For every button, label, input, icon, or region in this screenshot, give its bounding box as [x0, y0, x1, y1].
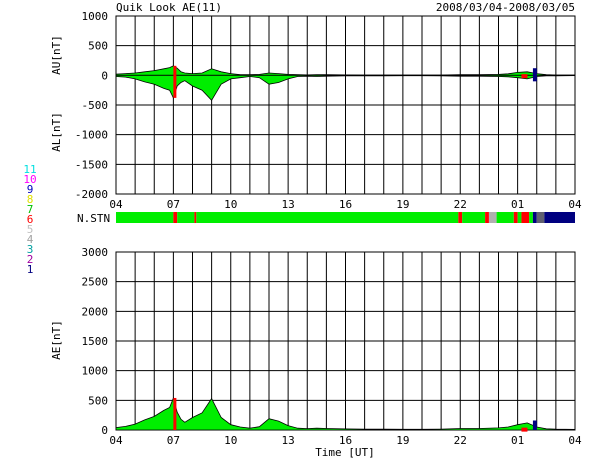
x-tick-label: 22 — [454, 434, 467, 447]
x-tick-label: 07 — [167, 198, 180, 211]
station-count-bar — [116, 212, 575, 223]
red-marker — [521, 74, 528, 79]
x-tick-label: 22 — [454, 198, 467, 211]
al-axis-label: AL[nT] — [50, 112, 63, 152]
station-segment — [513, 212, 518, 223]
x-tick-label: 10 — [224, 198, 237, 211]
station-segment — [536, 212, 545, 223]
storm-marker — [173, 397, 177, 430]
y-tick-label: 500 — [88, 40, 108, 53]
y-tick-label: 2000 — [82, 305, 109, 318]
x-tick-label: 04 — [568, 198, 582, 211]
y-tick-label: 3000 — [82, 246, 109, 259]
station-legend-entry: 1 — [27, 263, 34, 276]
y-tick-label: -2000 — [75, 188, 108, 201]
station-segment — [532, 212, 537, 223]
x-tick-label: 07 — [167, 434, 180, 447]
station-legend-entry: 9 — [27, 183, 34, 196]
storm-marker — [173, 65, 177, 98]
y-tick-label: 500 — [88, 394, 108, 407]
y-tick-label: -1500 — [75, 158, 108, 171]
station-segment — [488, 212, 497, 223]
x-tick-label: 19 — [396, 434, 409, 447]
station-legend-entry: 6 — [27, 213, 34, 226]
x-tick-label: 10 — [224, 434, 237, 447]
y-tick-label: 0 — [101, 424, 108, 437]
y-tick-label: -500 — [82, 99, 109, 112]
station-segment — [173, 212, 178, 223]
station-legend-entry: 4 — [27, 233, 34, 246]
x-tick-label: 16 — [339, 434, 352, 447]
y-tick-label: 1000 — [82, 365, 109, 378]
station-segment — [177, 212, 195, 223]
station-segment — [194, 212, 197, 223]
y-tick-label: 1500 — [82, 335, 109, 348]
x-tick-label: 01 — [511, 198, 524, 211]
y-tick-label: -1000 — [75, 129, 108, 142]
station-legend-entry: 5 — [27, 223, 34, 236]
station-legend-entry: 3 — [27, 243, 34, 256]
station-segment — [521, 212, 530, 223]
station-legend-entry: 7 — [27, 203, 34, 216]
station-legend-entry: 11 — [23, 163, 36, 176]
au-axis-label: AU[nT] — [50, 35, 63, 75]
x-tick-label: 04 — [568, 434, 582, 447]
navy-marker — [532, 420, 537, 430]
series-area-1 — [115, 74, 576, 101]
red-marker — [521, 427, 528, 432]
x-tick-label: 01 — [511, 434, 524, 447]
station-legend-entry: 8 — [27, 193, 34, 206]
x-tick-label: 16 — [339, 198, 352, 211]
station-segment — [517, 212, 522, 223]
series-area-0 — [115, 65, 576, 76]
x-tick-label: 13 — [282, 198, 295, 211]
station-legend-entry: 10 — [23, 173, 36, 186]
station-segment — [496, 212, 514, 223]
station-bar-label: N.STN — [77, 212, 110, 225]
x-tick-label: 13 — [282, 434, 295, 447]
ae-axis-label: AE[nT] — [50, 320, 63, 360]
x-axis-label: Time [UT] — [315, 446, 375, 459]
series-area-0 — [115, 396, 576, 431]
chart-title: Quik Look AE(11) — [116, 1, 222, 14]
station-legend-entry: 2 — [27, 253, 34, 266]
y-tick-label: 2500 — [82, 276, 109, 289]
station-segment — [458, 212, 463, 223]
date-range: 2008/03/04-2008/03/05 — [436, 1, 575, 14]
y-tick-label: 0 — [101, 69, 108, 82]
navy-marker — [532, 68, 537, 82]
station-segment — [529, 212, 533, 223]
x-tick-label: 04 — [109, 434, 123, 447]
station-segment — [462, 212, 486, 223]
station-segment — [485, 212, 489, 223]
y-tick-label: 1000 — [82, 10, 109, 23]
station-segment — [196, 212, 459, 223]
station-segment — [116, 212, 174, 223]
x-tick-label: 19 — [396, 198, 409, 211]
station-segment — [544, 212, 575, 223]
x-tick-label: 04 — [109, 198, 123, 211]
